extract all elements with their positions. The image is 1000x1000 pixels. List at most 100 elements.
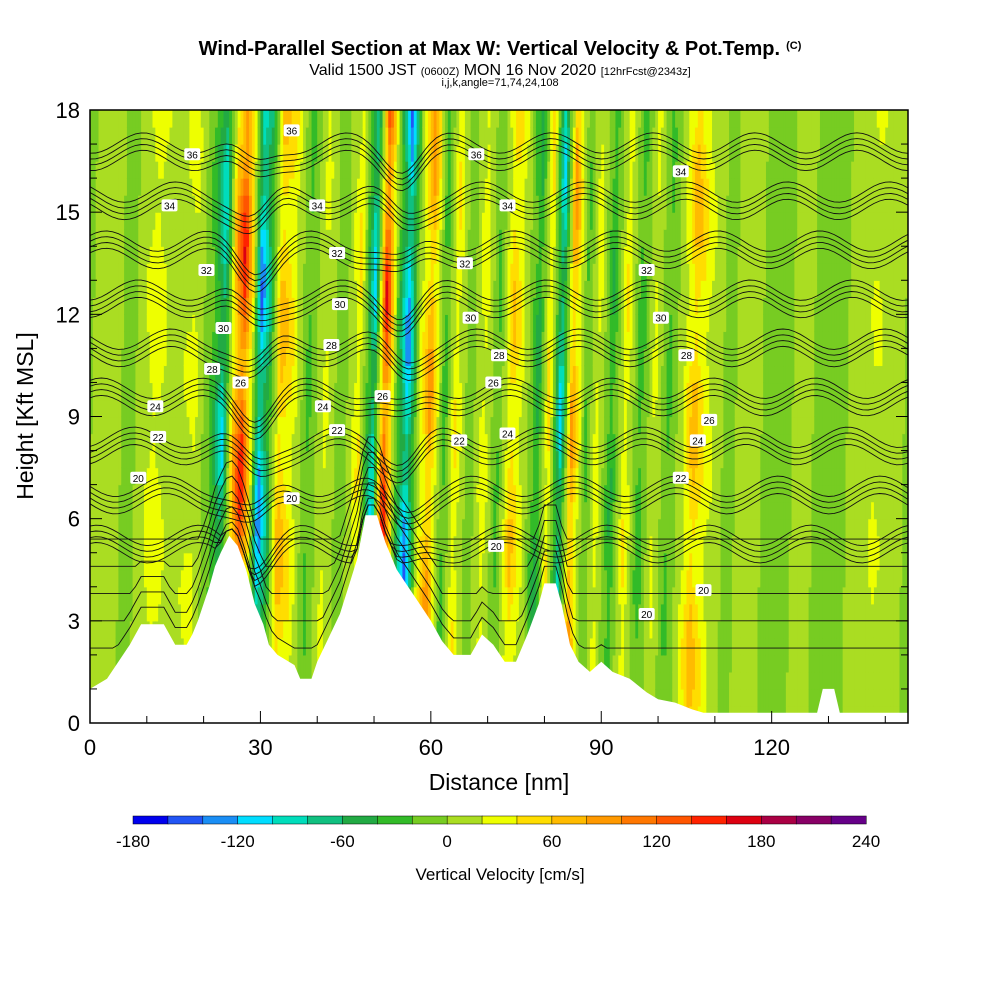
velocity-cell — [271, 212, 276, 230]
velocity-cell — [189, 484, 193, 503]
velocity-cell — [257, 178, 262, 196]
velocity-cell — [101, 433, 105, 452]
velocity-cell — [254, 569, 259, 588]
velocity-cell — [268, 484, 273, 503]
velocity-cell — [351, 467, 355, 486]
velocity-cell — [251, 450, 256, 469]
velocity-cell — [104, 263, 108, 281]
velocity-cell — [311, 569, 315, 588]
velocity-cell — [288, 433, 293, 452]
velocity-cell — [149, 110, 154, 128]
velocity-cell — [195, 280, 199, 298]
velocity-cell — [365, 280, 369, 298]
velocity-cell — [203, 518, 208, 537]
velocity-cell — [320, 433, 324, 452]
velocity-cell — [260, 246, 264, 264]
velocity-cell — [342, 195, 347, 213]
velocity-cell — [314, 552, 318, 571]
velocity-cell — [331, 110, 335, 128]
velocity-cell — [172, 450, 176, 469]
velocity-cell — [112, 416, 117, 435]
velocity-cell — [186, 484, 191, 503]
velocity-cell — [118, 382, 122, 401]
velocity-cell — [345, 127, 350, 145]
velocity-cell — [303, 263, 307, 281]
velocity-cell — [220, 467, 225, 486]
velocity-cell — [339, 586, 344, 605]
velocity-cell — [254, 246, 259, 264]
velocity-cell — [200, 110, 205, 128]
velocity-cell — [351, 178, 355, 196]
velocity-cell — [351, 450, 355, 469]
velocity-cell — [121, 365, 125, 384]
velocity-cell — [251, 535, 256, 554]
velocity-cell — [351, 246, 355, 264]
velocity-cell — [277, 603, 281, 622]
velocity-cell — [158, 144, 162, 162]
velocity-cell — [214, 280, 219, 298]
velocity-cell — [152, 518, 156, 537]
velocity-cell — [314, 161, 318, 179]
velocity-cell — [126, 331, 131, 349]
velocity-cell — [98, 637, 102, 656]
velocity-cell — [337, 433, 341, 452]
velocity-cell — [268, 382, 273, 401]
velocity-cell — [229, 195, 233, 213]
velocity-cell — [314, 127, 318, 145]
velocity-cell — [249, 569, 253, 588]
velocity-cell — [266, 348, 270, 367]
velocity-cell — [263, 178, 267, 196]
velocity-cell — [285, 348, 290, 367]
velocity-cell — [212, 399, 216, 418]
velocity-cell — [348, 467, 352, 486]
velocity-cell — [328, 297, 333, 315]
velocity-cell — [297, 416, 301, 435]
velocity-cell — [143, 314, 148, 332]
velocity-cell — [109, 484, 114, 503]
velocity-cell — [354, 484, 358, 503]
velocity-cell — [249, 246, 253, 264]
velocity-cell — [135, 280, 139, 298]
velocity-cell — [314, 229, 318, 247]
velocity-cell — [126, 586, 131, 605]
velocity-cell — [271, 467, 276, 486]
velocity-cell — [138, 484, 142, 503]
velocity-cell — [345, 552, 350, 571]
velocity-cell — [143, 263, 148, 281]
velocity-cell — [268, 212, 273, 230]
velocity-cell — [163, 603, 168, 622]
velocity-cell — [90, 637, 94, 656]
velocity-cell — [232, 127, 236, 145]
velocity-cell — [195, 467, 199, 486]
velocity-cell — [124, 263, 128, 281]
velocity-cell — [95, 178, 100, 196]
velocity-cell — [322, 382, 327, 401]
velocity-cell — [374, 365, 378, 384]
velocity-cell — [354, 314, 358, 332]
velocity-cell — [229, 229, 233, 247]
velocity-cell — [180, 450, 185, 469]
velocity-cell — [90, 450, 94, 469]
velocity-cell — [229, 161, 233, 179]
velocity-cell — [351, 144, 355, 162]
velocity-cell — [337, 280, 341, 298]
velocity-cell — [266, 331, 270, 349]
velocity-cell — [101, 331, 105, 349]
velocity-cell — [317, 569, 321, 588]
velocity-cell — [186, 416, 191, 435]
velocity-cell — [186, 314, 191, 332]
velocity-cell — [212, 416, 216, 435]
velocity-cell — [180, 467, 185, 486]
velocity-cell — [260, 144, 264, 162]
velocity-cell — [158, 484, 162, 503]
velocity-cell — [314, 654, 318, 673]
velocity-cell — [356, 501, 361, 520]
velocity-cell — [303, 178, 307, 196]
velocity-cell — [308, 518, 313, 537]
velocity-cell — [189, 263, 193, 281]
velocity-cell — [155, 501, 159, 520]
subtitle-forecast: [12hrFcst@2343z] — [600, 66, 691, 78]
velocity-cell — [95, 501, 100, 520]
velocity-cell — [152, 161, 156, 179]
velocity-cell — [294, 467, 298, 486]
